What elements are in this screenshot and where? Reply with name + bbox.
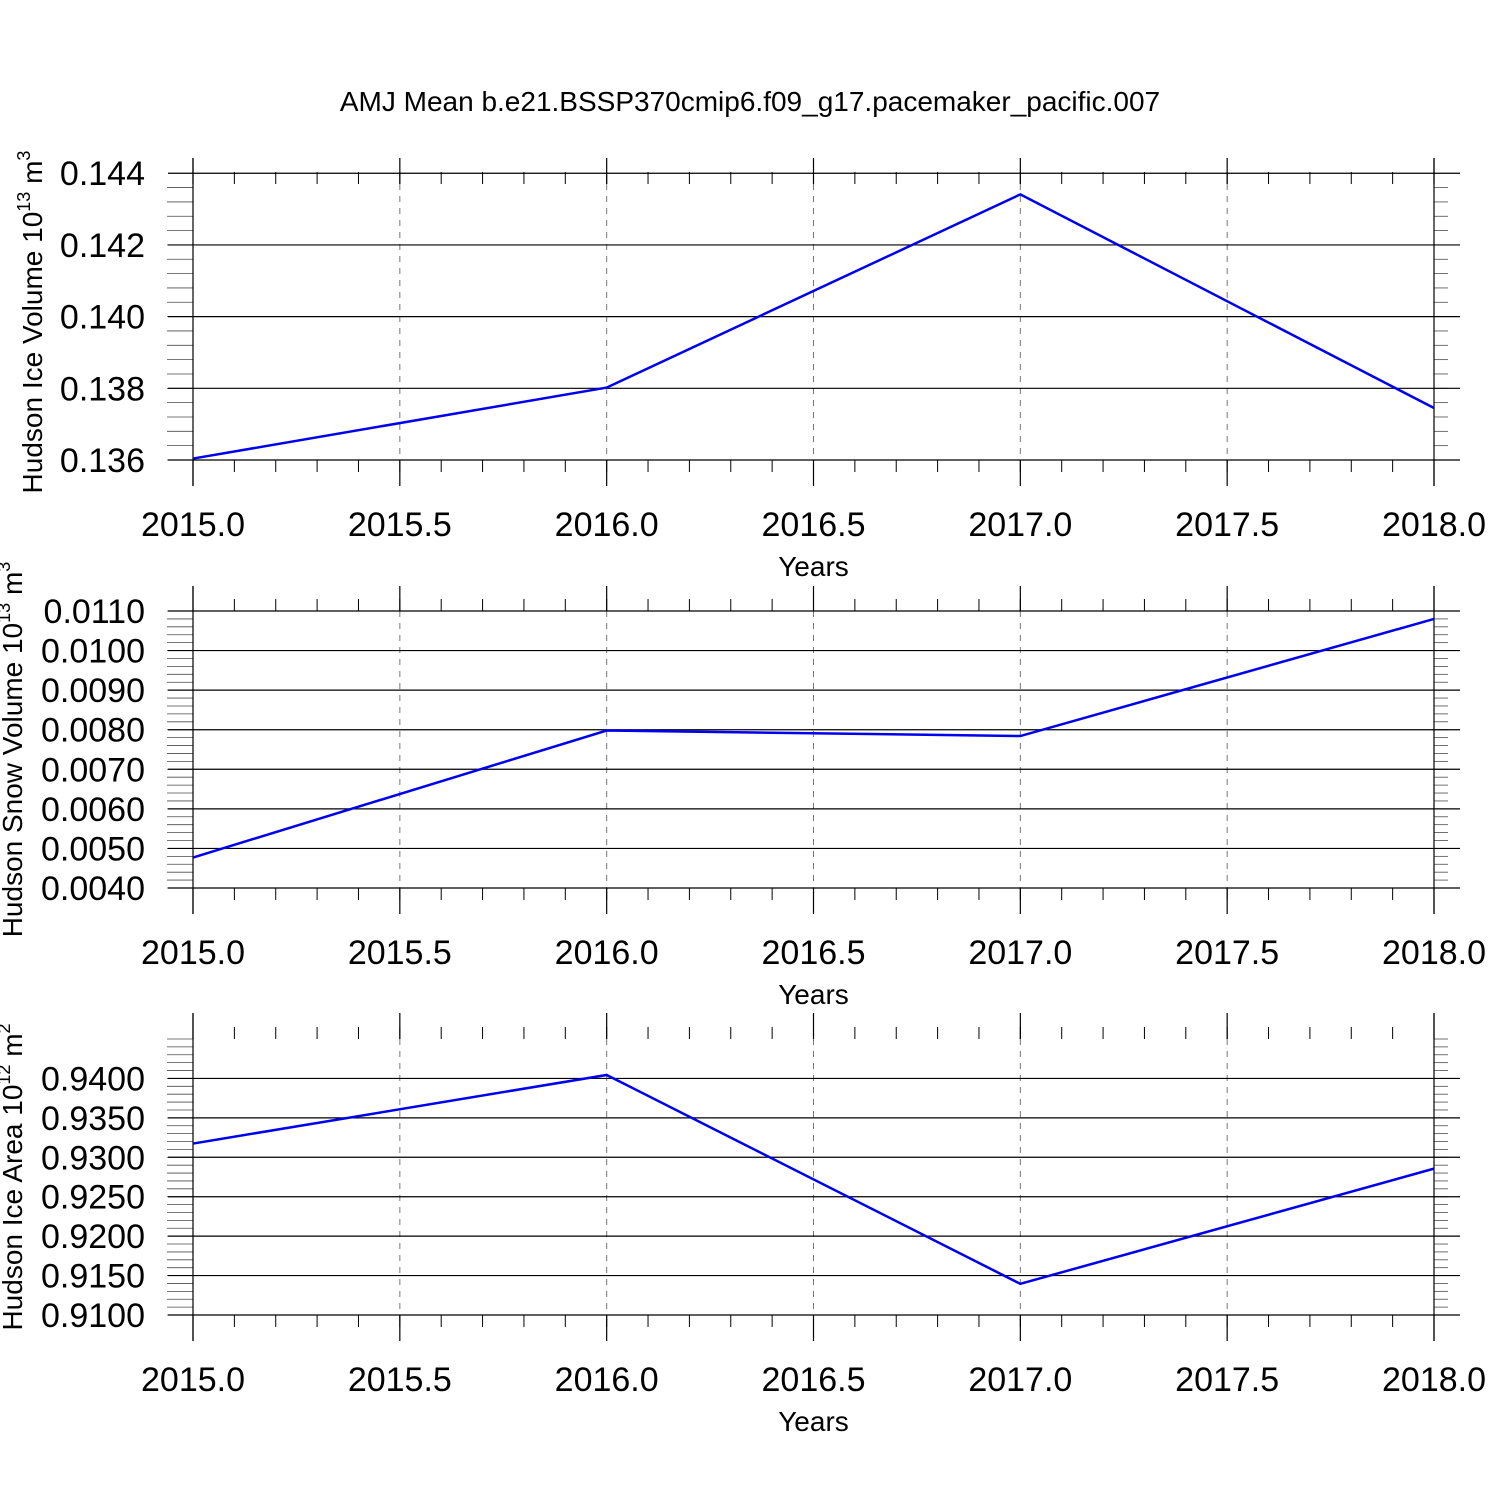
- y-tick-label: 0.138: [60, 370, 145, 408]
- x-tick-label: 2015.0: [141, 934, 245, 972]
- y-tick-label: 0.9350: [41, 1100, 145, 1138]
- y-tick-label: 0.0070: [41, 751, 145, 789]
- y-axis-label: Hudson Ice Area 1012 m2: [0, 1023, 28, 1330]
- y-tick-label: 0.9400: [41, 1060, 145, 1098]
- y-tick-label: 0.0060: [41, 791, 145, 829]
- y-tick-label: 0.0080: [41, 712, 145, 750]
- y-tick-label: 0.0100: [41, 633, 145, 671]
- x-axis-label: Years: [778, 551, 849, 582]
- x-tick-label: 2017.0: [968, 1361, 1072, 1399]
- y-tick-label: 0.9150: [41, 1258, 145, 1296]
- x-tick-label: 2016.5: [762, 934, 866, 972]
- series-line: [192, 617, 1435, 859]
- x-tick-label: 2016.5: [762, 1361, 866, 1399]
- panel-ice-volume: 0.136 0.138 0.140 0.142 0.144 2015.0 2015.5 201…: [14, 151, 1486, 582]
- panel-ice-area: 0.91000.91500.92000.92500.93000.93500.94…: [0, 1013, 1486, 1437]
- x-tick-label: 2015.5: [348, 506, 452, 544]
- x-tick-label: 2017.0: [968, 506, 1072, 544]
- series-line: [192, 1073, 1435, 1286]
- y-tick-label: 0.144: [60, 155, 145, 193]
- y-tick-label: 0.0050: [41, 830, 145, 868]
- y-tick-label: 0.9100: [41, 1297, 145, 1335]
- y-tick-label: 0.9250: [41, 1179, 145, 1217]
- x-tick-label: 2015.0: [141, 506, 245, 544]
- x-tick-label: 2017.5: [1175, 1361, 1279, 1399]
- x-tick-label: 2015.5: [348, 1361, 452, 1399]
- y-tick-label: 0.9300: [41, 1139, 145, 1177]
- x-tick-label: 2018.0: [1382, 506, 1486, 544]
- y-tick-label: 0.136: [60, 442, 145, 480]
- x-tick-label: 2015.0: [141, 1361, 245, 1399]
- series-line: [192, 193, 1435, 460]
- panel-snow-volume: 0.00400.00500.00600.00700.00800.00900.01…: [0, 562, 1486, 1010]
- x-tick-label: 2017.5: [1175, 506, 1279, 544]
- x-axis-label: Years: [778, 979, 849, 1010]
- y-tick-label: 0.140: [60, 299, 145, 337]
- x-tick-label: 2017.5: [1175, 934, 1279, 972]
- x-tick-label: 2017.0: [968, 934, 1072, 972]
- y-tick-label: 0.9200: [41, 1218, 145, 1256]
- y-axis-label: Hudson Snow Volume 1013 m3: [0, 562, 28, 938]
- x-tick-label: 2015.5: [348, 934, 452, 972]
- y-axis-label: Hudson Ice Volume 1013 m3: [14, 151, 48, 494]
- y-tick-label: 0.0040: [41, 870, 145, 908]
- x-axis-label: Years: [778, 1406, 849, 1437]
- chart-title: AMJ Mean b.e21.BSSP370cmip6.f09_g17.pace…: [339, 86, 1161, 117]
- x-tick-label: 2016.5: [762, 506, 866, 544]
- x-tick-label: 2016.0: [555, 934, 659, 972]
- x-tick-label: 2018.0: [1382, 934, 1486, 972]
- x-tick-label: 2016.0: [555, 506, 659, 544]
- x-tick-label: 2018.0: [1382, 1361, 1486, 1399]
- x-tick-label: 2016.0: [555, 1361, 659, 1399]
- y-tick-label: 0.0090: [41, 672, 145, 710]
- y-tick-label: 0.0110: [44, 593, 145, 631]
- y-tick-label: 0.142: [60, 227, 145, 265]
